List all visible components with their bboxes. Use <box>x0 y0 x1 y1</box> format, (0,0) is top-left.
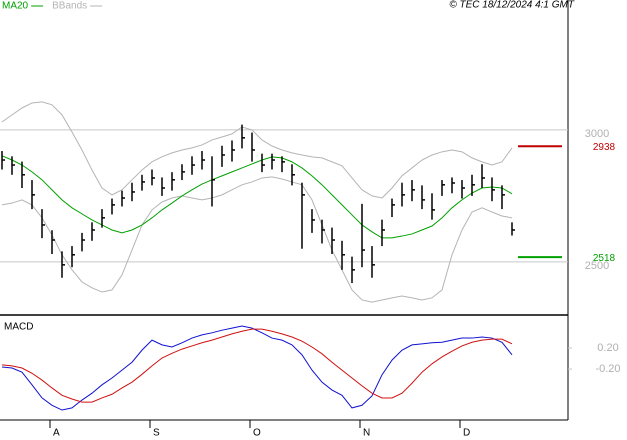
y-tick-label: -0.20 <box>595 363 620 375</box>
macd-title: MACD <box>4 322 33 333</box>
band-upper <box>1 101 513 199</box>
macd-line <box>1 328 513 403</box>
x-tick-label: N <box>363 428 370 439</box>
level-label: 2938 <box>593 142 616 153</box>
y-tick-label: 2500 <box>585 260 609 272</box>
legend-label: BBands <box>52 1 87 12</box>
macd-line <box>1 325 513 411</box>
x-tick-label: O <box>253 428 261 439</box>
x-tick-label: S <box>153 428 160 439</box>
band-lower <box>1 176 513 303</box>
y-tick-label: 3000 <box>585 128 609 140</box>
legend-label: MA20 <box>2 1 29 12</box>
y-tick-label: 0.20 <box>597 342 618 354</box>
x-tick-label: A <box>53 428 60 439</box>
ma-line <box>1 155 513 239</box>
x-tick-label: D <box>463 428 470 439</box>
source: © TEC 18/12/2024 4:1 GMT <box>449 0 575 11</box>
level-label: 2518 <box>593 253 616 264</box>
